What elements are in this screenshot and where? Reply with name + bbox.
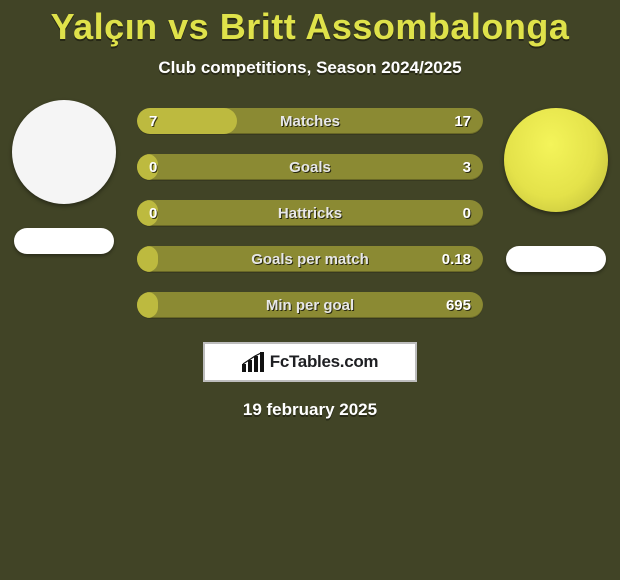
page-title: Yalçın vs Britt Assombalonga <box>0 0 620 48</box>
stat-right-value: 695 <box>446 292 471 318</box>
stat-label: Goals per match <box>137 246 483 272</box>
stat-bar: 0 Goals 3 <box>137 154 483 180</box>
content: 7 Matches 17 0 Goals 3 0 Hattricks 0 Goa… <box>0 106 620 420</box>
stat-right-value: 3 <box>463 154 471 180</box>
stat-right-value: 17 <box>454 108 471 134</box>
stat-bar: Min per goal 695 <box>137 292 483 318</box>
stat-label: Hattricks <box>137 200 483 226</box>
bar-chart-icon <box>242 352 266 372</box>
date-line: 19 february 2025 <box>0 400 620 420</box>
stat-label: Goals <box>137 154 483 180</box>
comparison-card: Yalçın vs Britt Assombalonga Club compet… <box>0 0 620 580</box>
stat-right-value: 0.18 <box>442 246 471 272</box>
stat-bar: 7 Matches 17 <box>137 108 483 134</box>
subtitle: Club competitions, Season 2024/2025 <box>0 58 620 78</box>
logo-text: FcTables.com <box>270 352 379 372</box>
right-team-pill <box>506 246 606 272</box>
stat-label: Min per goal <box>137 292 483 318</box>
right-player-avatar <box>504 108 608 212</box>
stat-bars: 7 Matches 17 0 Goals 3 0 Hattricks 0 Goa… <box>137 106 483 318</box>
stat-label: Matches <box>137 108 483 134</box>
left-team-pill <box>14 228 114 254</box>
stat-right-value: 0 <box>463 200 471 226</box>
stat-bar: Goals per match 0.18 <box>137 246 483 272</box>
fctables-logo: FcTables.com <box>203 342 417 382</box>
stat-bar: 0 Hattricks 0 <box>137 200 483 226</box>
left-player-col <box>4 106 124 254</box>
right-player-col <box>496 106 616 272</box>
left-player-avatar <box>12 100 116 204</box>
